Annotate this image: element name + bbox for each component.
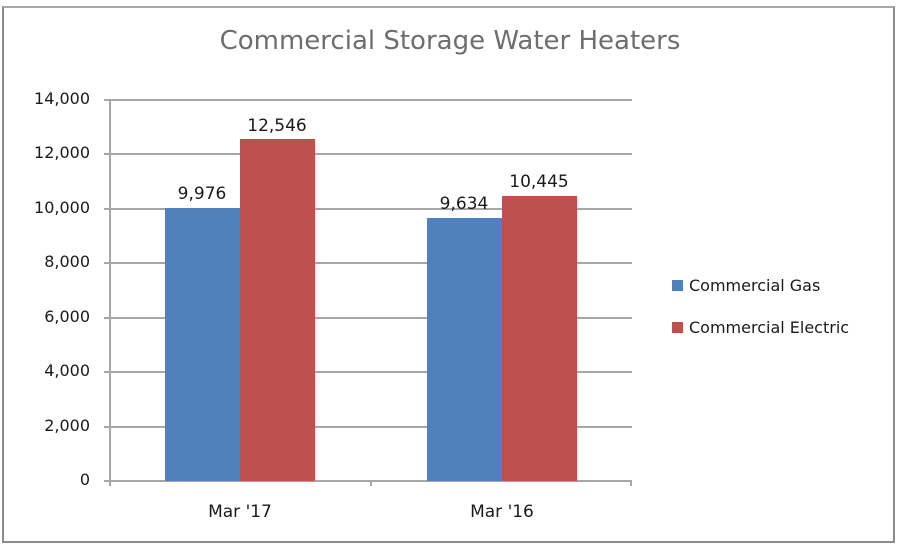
legend-swatch-icon: [672, 279, 683, 291]
y-tick-label: 10,000: [34, 198, 90, 217]
legend-item-gas: Commercial Gas: [672, 274, 849, 296]
x-tick-mark: [630, 480, 632, 486]
data-label-gas-mar17: 9,976: [177, 184, 227, 204]
bar-electric-mar17: [240, 139, 315, 481]
bar-gas-mar16: [427, 218, 502, 481]
x-category-label: Mar '17: [208, 502, 272, 522]
gridline-12000: [104, 153, 632, 155]
y-tick-label: 12,000: [34, 143, 90, 162]
chart-title: Commercial Storage Water Heaters: [219, 26, 681, 56]
y-tick-label: 4,000: [44, 361, 90, 380]
y-tick-label: 0: [79, 470, 90, 489]
bar-electric-mar16: [502, 196, 577, 481]
legend-swatch-icon: [672, 321, 683, 333]
x-category-label: Mar '16: [470, 502, 534, 522]
y-tick-label: 8,000: [44, 252, 90, 271]
data-label-gas-mar16: 9,634: [439, 194, 489, 214]
y-tick-label: 2,000: [44, 416, 90, 435]
data-label-electric-mar16: 10,445: [509, 172, 569, 192]
legend-label: Commercial Electric: [689, 317, 850, 337]
y-axis: [109, 99, 111, 483]
x-tick-mark: [109, 480, 111, 486]
x-axis: [104, 480, 632, 482]
gridline-6000: [104, 317, 632, 319]
gridline-10000: [104, 208, 632, 210]
bar-gas-mar17: [165, 208, 240, 481]
x-tick-mark: [370, 480, 372, 486]
data-label-electric-mar17: 12,546: [247, 116, 307, 136]
gridline-8000: [104, 262, 632, 264]
legend: Commercial Gas Commercial Electric: [672, 274, 849, 358]
legend-label: Commercial Gas: [689, 275, 821, 295]
gridline-2000: [104, 426, 632, 428]
y-tick-label: 6,000: [44, 307, 90, 326]
y-tick-label: 14,000: [34, 89, 90, 108]
gridline-14000: [104, 99, 632, 101]
legend-item-electric: Commercial Electric: [672, 316, 849, 338]
gridline-4000: [104, 371, 632, 373]
